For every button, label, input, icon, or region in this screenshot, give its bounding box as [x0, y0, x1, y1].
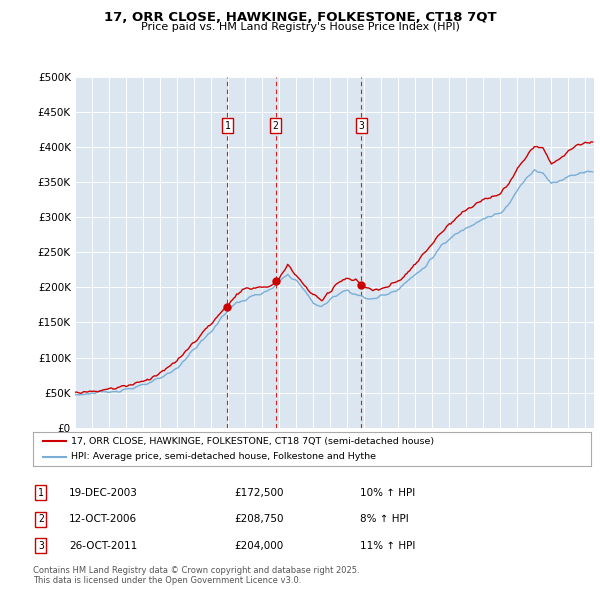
Text: £204,000: £204,000: [234, 541, 283, 550]
Text: £208,750: £208,750: [234, 514, 284, 524]
Text: Contains HM Land Registry data © Crown copyright and database right 2025.
This d: Contains HM Land Registry data © Crown c…: [33, 566, 359, 585]
Text: Price paid vs. HM Land Registry's House Price Index (HPI): Price paid vs. HM Land Registry's House …: [140, 22, 460, 32]
Text: 17, ORR CLOSE, HAWKINGE, FOLKESTONE, CT18 7QT (semi-detached house): 17, ORR CLOSE, HAWKINGE, FOLKESTONE, CT1…: [71, 437, 434, 445]
Text: 1: 1: [224, 121, 230, 131]
Text: 8% ↑ HPI: 8% ↑ HPI: [360, 514, 409, 524]
Text: 1: 1: [38, 488, 44, 497]
Text: 10% ↑ HPI: 10% ↑ HPI: [360, 488, 415, 497]
Text: 3: 3: [358, 121, 364, 131]
Text: £172,500: £172,500: [234, 488, 284, 497]
Text: 17, ORR CLOSE, HAWKINGE, FOLKESTONE, CT18 7QT: 17, ORR CLOSE, HAWKINGE, FOLKESTONE, CT1…: [104, 11, 496, 24]
Text: 11% ↑ HPI: 11% ↑ HPI: [360, 541, 415, 550]
Text: 3: 3: [38, 541, 44, 550]
Text: HPI: Average price, semi-detached house, Folkestone and Hythe: HPI: Average price, semi-detached house,…: [71, 453, 376, 461]
Text: 2: 2: [38, 514, 44, 524]
Text: 19-DEC-2003: 19-DEC-2003: [69, 488, 138, 497]
Text: 12-OCT-2006: 12-OCT-2006: [69, 514, 137, 524]
Text: 26-OCT-2011: 26-OCT-2011: [69, 541, 137, 550]
Text: 2: 2: [272, 121, 278, 131]
